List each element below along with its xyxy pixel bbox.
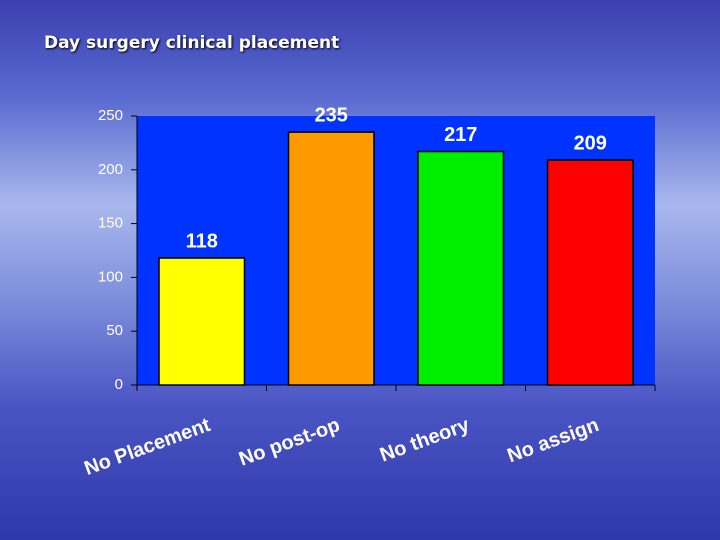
bar bbox=[158, 257, 246, 386]
y-tick-label: 50 bbox=[106, 322, 123, 339]
y-tick-label: 150 bbox=[98, 215, 123, 232]
chart-title: Day surgery clinical placement bbox=[44, 33, 339, 53]
y-tick-label: 100 bbox=[98, 268, 123, 285]
x-tick-label: No assign bbox=[504, 414, 601, 467]
x-tick-label: No Placement bbox=[81, 414, 213, 480]
bar bbox=[546, 159, 634, 386]
y-tick-label: 0 bbox=[115, 376, 123, 393]
data-label: 118 bbox=[186, 230, 218, 252]
x-tick-label: No theory bbox=[377, 414, 473, 467]
bar bbox=[287, 131, 375, 386]
data-label: 235 bbox=[315, 104, 348, 126]
bar bbox=[417, 150, 505, 386]
data-label: 217 bbox=[444, 124, 477, 146]
x-tick-label: No post-op bbox=[236, 414, 343, 471]
y-tick-label: 200 bbox=[98, 161, 123, 178]
y-tick-label: 250 bbox=[98, 107, 123, 124]
data-label: 209 bbox=[574, 132, 607, 154]
